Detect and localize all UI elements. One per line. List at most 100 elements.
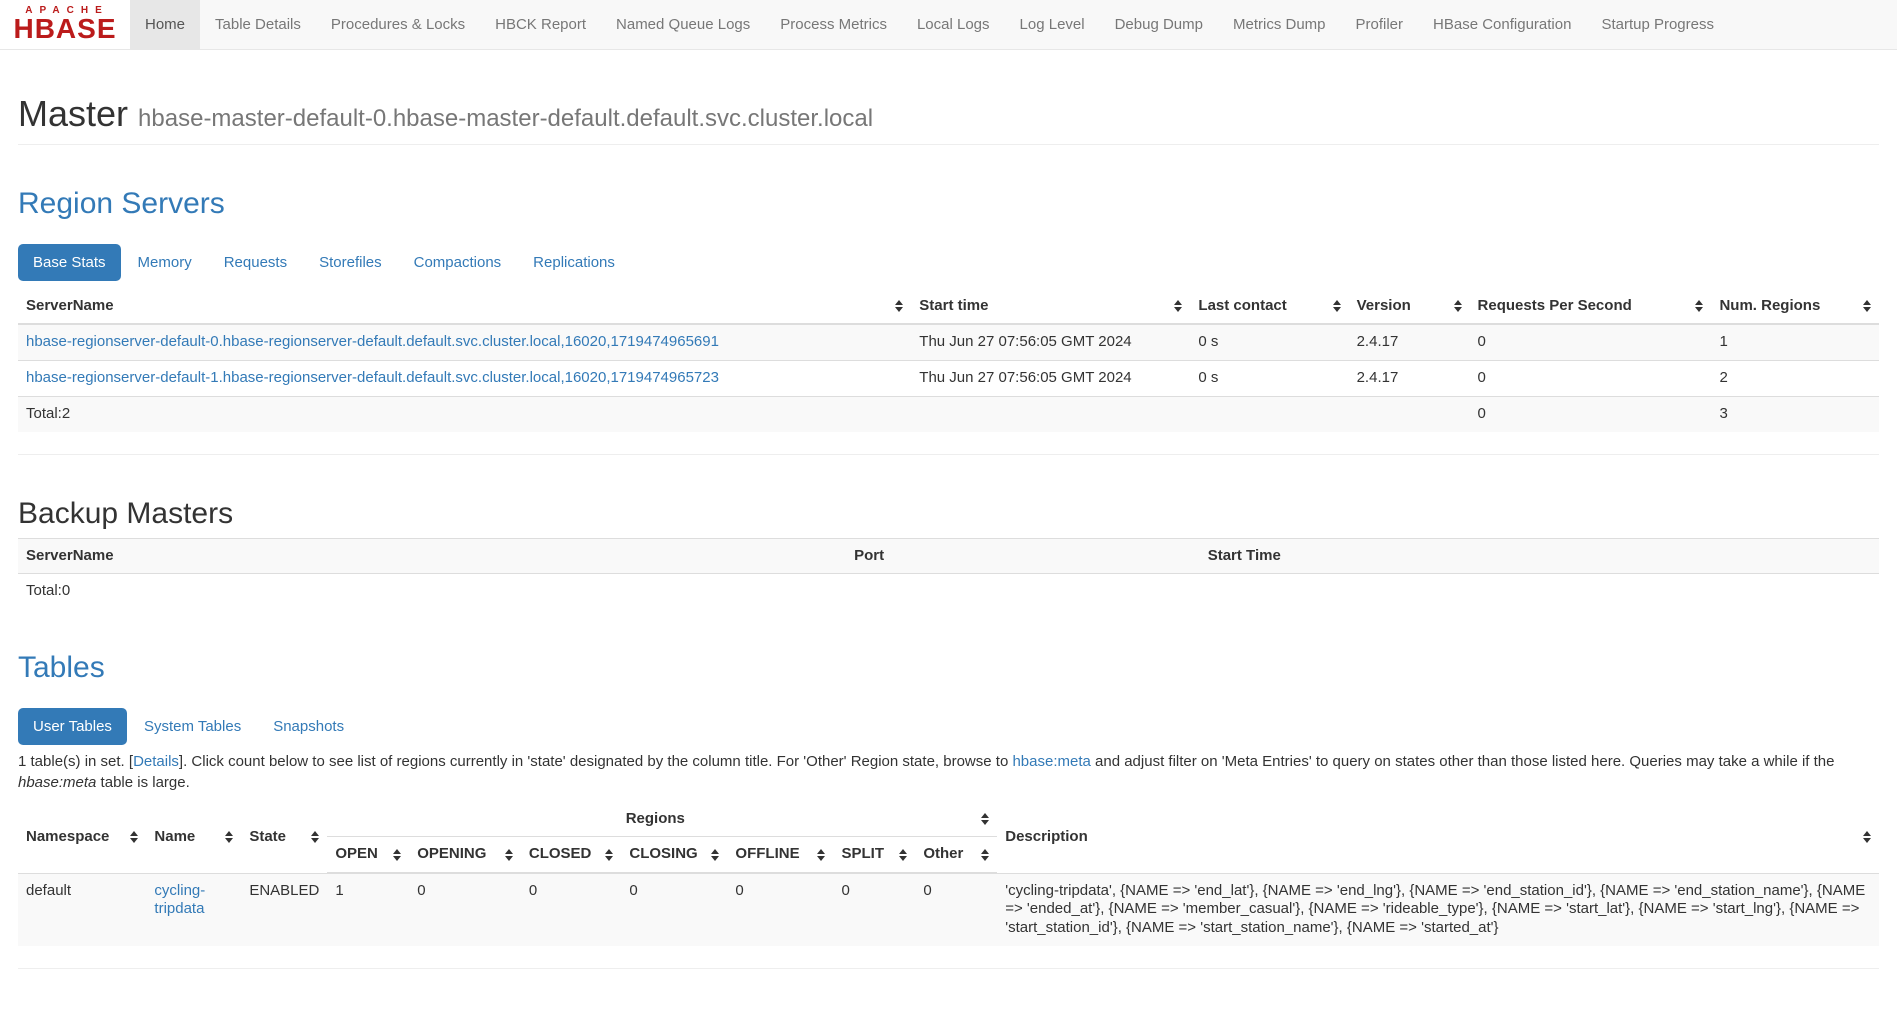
region-servers-table: ServerName Start time Last contact Version R… (18, 288, 1879, 432)
empty-cell (911, 395, 1191, 432)
col-start-time: Start Time (1199, 537, 1879, 574)
col-name[interactable]: Name (146, 802, 241, 874)
nav-item-hbck-report[interactable]: HBCK Report (495, 16, 587, 33)
col-port: Port (846, 537, 1200, 574)
nav-item-metrics-dump[interactable]: Metrics Dump (1232, 16, 1326, 33)
sort-icon[interactable] (1332, 299, 1341, 312)
sort-icon[interactable] (1453, 299, 1462, 312)
nav-item-named-queue-logs[interactable]: Named Queue Logs (616, 16, 751, 33)
col-label: OPENING (417, 845, 487, 863)
sort-icon[interactable] (605, 848, 614, 861)
cell-requests-per-second: 0 (1469, 360, 1712, 397)
sort-icon[interactable] (130, 831, 139, 844)
nav-item-startup-progress[interactable]: Startup Progress (1601, 16, 1714, 33)
sort-icon[interactable] (504, 848, 513, 861)
cell-start-time: Thu Jun 27 07:56:05 GMT 2024 (911, 360, 1191, 397)
nav-item-profiler[interactable]: Profiler (1355, 16, 1404, 33)
nav-item-procedures-locks[interactable]: Procedures & Locks (330, 16, 466, 33)
rs-header-row: ServerName Start time Last contact Version R… (18, 288, 1879, 326)
col-other[interactable]: Other (915, 836, 998, 875)
nav-item-log-level[interactable]: Log Level (1019, 16, 1085, 33)
master-hostname: hbase-master-default-0.hbase-master-defa… (138, 105, 874, 132)
tab-snapshots[interactable]: Snapshots (273, 718, 345, 736)
note-text: table is large. (96, 774, 190, 792)
col-label: Requests Per Second (1477, 296, 1632, 314)
tab-user-tables[interactable]: User Tables (18, 708, 127, 746)
sort-icon[interactable] (1863, 831, 1871, 844)
cell-version: 2.4.17 (1348, 323, 1470, 361)
sort-icon[interactable] (895, 299, 904, 312)
sort-icon[interactable] (981, 848, 990, 861)
tab-base-stats[interactable]: Base Stats (18, 243, 121, 281)
details-link[interactable]: Details (133, 753, 179, 771)
hbase-meta-link[interactable]: hbase:meta (1012, 753, 1091, 771)
col-namespace[interactable]: Namespace (18, 802, 146, 874)
sort-icon[interactable] (711, 848, 720, 861)
bm-total-label: Total:0 (18, 573, 847, 610)
cell-server-name: hbase-regionserver-default-1.hbase-regio… (18, 360, 912, 397)
col-last-contact[interactable]: Last contact (1190, 288, 1349, 326)
tab-storefiles[interactable]: Storefiles (319, 253, 382, 271)
sort-icon[interactable] (393, 848, 402, 861)
col-label: Other (923, 845, 964, 863)
backup-masters-section: Backup Masters ServerName Port Start Time … (18, 497, 1879, 610)
tab-replications[interactable]: Replications (533, 253, 615, 271)
hbase-logo[interactable]: APACHE HBASE (0, 0, 130, 49)
page-content: Master hbase-master-default-0.hbase-mast… (0, 94, 1897, 969)
nav-item-home[interactable]: Home (130, 0, 201, 49)
col-label: Description (1005, 827, 1088, 845)
nav-item-process-metrics[interactable]: Process Metrics (780, 16, 887, 33)
sort-icon[interactable] (1695, 299, 1704, 312)
sort-icon[interactable] (1174, 299, 1183, 312)
cell-opening: 0 (409, 872, 521, 946)
col-label: Num. Regions (1719, 296, 1821, 314)
cell-start-time: Thu Jun 27 07:56:05 GMT 2024 (911, 323, 1191, 361)
col-state[interactable]: State (241, 802, 327, 874)
nav-item-table-details[interactable]: Table Details (215, 16, 301, 33)
tab-memory[interactable]: Memory (137, 253, 192, 271)
sort-icon[interactable] (899, 848, 908, 861)
col-label: CLOSING (629, 845, 698, 863)
sort-icon[interactable] (311, 831, 320, 844)
sort-icon[interactable] (1863, 299, 1871, 312)
region-servers-section: Region Servers Base Stats Memory Requests S… (18, 187, 1879, 432)
col-open[interactable]: OPEN (327, 836, 410, 875)
logo-hbase-text: HBASE (13, 13, 117, 45)
col-label: OFFLINE (735, 845, 800, 863)
tab-compactions[interactable]: Compactions (413, 253, 502, 271)
col-version[interactable]: Version (1348, 288, 1470, 326)
note-italic-hbase-meta: hbase:meta (18, 774, 97, 792)
region-servers-heading: Region Servers (18, 186, 225, 220)
tables-note: 1 table(s) in set. [Details]. Click coun… (18, 751, 1879, 794)
col-split[interactable]: SPLIT (833, 836, 916, 875)
nav-item-hbase-configuration[interactable]: HBase Configuration (1433, 16, 1572, 33)
col-offline[interactable]: OFFLINE (727, 836, 834, 875)
sort-icon[interactable] (817, 848, 826, 861)
page-header: Master hbase-master-default-0.hbase-mast… (18, 94, 1879, 145)
col-requests-per-second[interactable]: Requests Per Second (1469, 288, 1712, 326)
col-description[interactable]: Description (997, 802, 1879, 874)
sort-icon[interactable] (981, 813, 990, 826)
master-title: Master (18, 93, 129, 134)
col-opening[interactable]: OPENING (409, 836, 521, 875)
nav-item-debug-dump[interactable]: Debug Dump (1114, 16, 1203, 33)
logo-apache-text: APACHE (25, 5, 109, 17)
tables-header-row-2: OPEN OPENING CLOSED CLOSING OFFLINE SPLIT Othe… (18, 836, 1879, 875)
tables-table-body: default cycling-tripdata ENABLED 1 0 0 0… (18, 872, 1879, 946)
cell-other: 0 (915, 872, 998, 946)
region-server-link[interactable]: hbase-regionserver-default-0.hbase-regio… (26, 333, 719, 351)
col-servername[interactable]: ServerName (18, 288, 912, 326)
region-server-link[interactable]: hbase-regionserver-default-1.hbase-regio… (26, 369, 719, 387)
col-closing[interactable]: CLOSING (621, 836, 728, 875)
sort-icon[interactable] (225, 831, 234, 844)
col-num-regions[interactable]: Num. Regions (1711, 288, 1879, 326)
nav-item-local-logs[interactable]: Local Logs (916, 16, 990, 33)
cell-last-contact: 0 s (1190, 323, 1349, 361)
table-name-link[interactable]: cycling-tripdata (154, 881, 206, 918)
empty-cell (846, 573, 1200, 610)
tab-requests[interactable]: Requests (223, 253, 288, 271)
col-regions-group[interactable]: Regions (327, 801, 998, 838)
tab-system-tables[interactable]: System Tables (143, 718, 242, 736)
col-start-time[interactable]: Start time (911, 288, 1191, 326)
col-closed[interactable]: CLOSED (520, 836, 622, 875)
